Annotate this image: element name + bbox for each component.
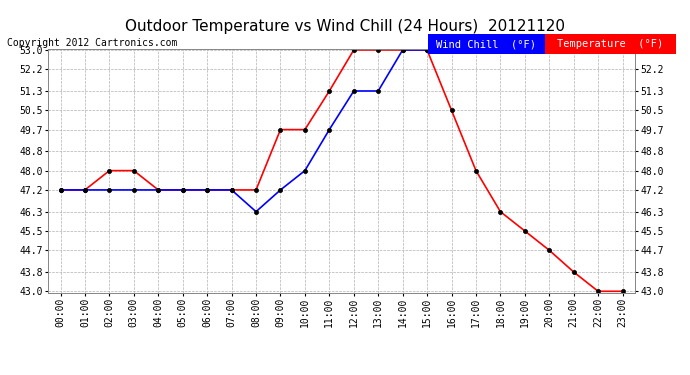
FancyBboxPatch shape <box>544 34 676 54</box>
FancyBboxPatch shape <box>428 34 544 54</box>
Text: Wind Chill  (°F): Wind Chill (°F) <box>436 39 536 49</box>
Text: Temperature  (°F): Temperature (°F) <box>558 39 664 49</box>
Text: Outdoor Temperature vs Wind Chill (24 Hours)  20121120: Outdoor Temperature vs Wind Chill (24 Ho… <box>125 19 565 34</box>
Text: Copyright 2012 Cartronics.com: Copyright 2012 Cartronics.com <box>7 38 177 48</box>
